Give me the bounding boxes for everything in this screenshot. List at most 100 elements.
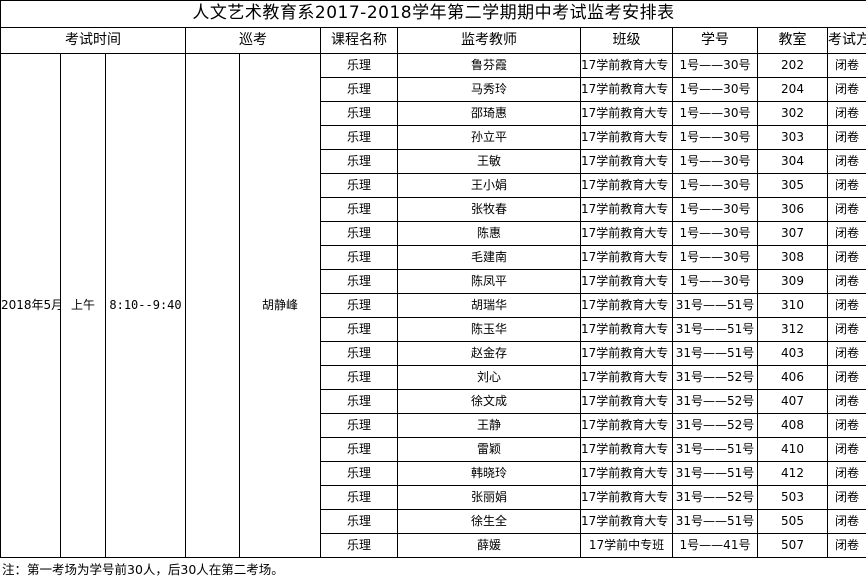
class-cell: 17学前教育大专 (7)班 (三年制) [580, 437, 673, 462]
student-no-cell: 1号——30号 [672, 77, 758, 102]
proctor-cell: 张牧春 [397, 197, 581, 222]
footer-note: 注：第一考场为学号前30人，后30人在第二考场。 [2, 562, 284, 577]
course-cell: 乐理 [320, 125, 398, 150]
course-cell: 乐理 [320, 461, 398, 486]
class-cell: 17学前教育大专 (5)班 (三年制) [580, 149, 673, 174]
room-cell: 202 [757, 53, 828, 78]
student-no-cell: 1号——41号 [672, 533, 758, 558]
column-header-patrol: 巡考 [185, 27, 321, 54]
course-cell: 乐理 [320, 389, 398, 414]
column-header-room: 教室 [757, 27, 828, 54]
student-no-cell: 1号——30号 [672, 269, 758, 294]
course-cell: 乐理 [320, 485, 398, 510]
mode-cell: 闭卷 [826, 341, 866, 366]
student-no-cell: 31号——51号 [672, 341, 758, 366]
mode-cell: 闭卷 [826, 197, 866, 222]
proctor-cell: 邵琦惠 [397, 101, 581, 126]
mode-cell: 闭卷 [826, 245, 866, 270]
proctor-cell: 陈玉华 [397, 317, 581, 342]
room-cell: 303 [757, 125, 828, 150]
proctor-cell: 胡瑞华 [397, 293, 581, 318]
room-cell: 412 [757, 461, 828, 486]
proctor-cell: 韩晓玲 [397, 461, 581, 486]
student-no-cell: 31号——51号 [672, 461, 758, 486]
column-header-exam-time: 考试时间 [0, 27, 186, 54]
room-cell: 505 [757, 509, 828, 534]
patrol-spacer-cell [185, 53, 240, 558]
student-no-cell: 31号——52号 [672, 389, 758, 414]
column-header-course: 课程名称 [320, 27, 398, 54]
class-cell: 17学前教育大专 (9)班 (三年制) [580, 245, 673, 270]
class-cell: 17学前教育大专 (3)班 (三年制) [580, 341, 673, 366]
class-cell: 17学前教育大专 (8)班 (三年制) [580, 221, 673, 246]
room-cell: 307 [757, 221, 828, 246]
room-cell: 507 [757, 533, 828, 558]
class-cell: 17学前教育大专 (1)班 (三年制) [580, 53, 673, 78]
student-no-cell: 1号——30号 [672, 197, 758, 222]
class-cell: 17学前教育大专 (9)班 (三年制) [580, 485, 673, 510]
title-row: 人文艺术教育系2017-2018学年第二学期期中考试监考安排表 [0, 0, 866, 28]
proctor-cell: 赵金存 [397, 341, 581, 366]
student-no-cell: 31号——51号 [672, 437, 758, 462]
course-cell: 乐理 [320, 53, 398, 78]
class-cell: 17学前教育大专 (1)班 (三年制) [580, 293, 673, 318]
mode-cell: 闭卷 [826, 437, 866, 462]
mode-cell: 闭卷 [826, 149, 866, 174]
course-cell: 乐理 [320, 365, 398, 390]
course-cell: 乐理 [320, 149, 398, 174]
mode-cell: 闭卷 [826, 485, 866, 510]
mode-cell: 闭卷 [826, 221, 866, 246]
class-cell: 17学前教育大专 (10)班 (三年制) [580, 509, 673, 534]
proctor-cell: 王敏 [397, 149, 581, 174]
class-cell: 17学前教育大专 (5)班 (三年制) [580, 389, 673, 414]
mode-cell: 闭卷 [826, 125, 866, 150]
course-cell: 乐理 [320, 293, 398, 318]
room-cell: 309 [757, 269, 828, 294]
proctor-cell: 薛媛 [397, 533, 581, 558]
mode-cell: 闭卷 [826, 533, 866, 558]
mode-cell: 闭卷 [826, 53, 866, 78]
course-cell: 乐理 [320, 509, 398, 534]
student-no-cell: 1号——30号 [672, 173, 758, 198]
student-no-cell: 1号——30号 [672, 53, 758, 78]
course-cell: 乐理 [320, 533, 398, 558]
column-header-student-no: 学号 [672, 27, 758, 54]
student-no-cell: 1号——30号 [672, 149, 758, 174]
proctor-cell: 雷颖 [397, 437, 581, 462]
student-no-cell: 1号——30号 [672, 101, 758, 126]
page-title: 人文艺术教育系2017-2018学年第二学期期中考试监考安排表 [0, 0, 866, 28]
mode-cell: 闭卷 [826, 365, 866, 390]
column-header-mode: 考试方式 [826, 27, 866, 54]
course-cell: 乐理 [320, 101, 398, 126]
room-cell: 305 [757, 173, 828, 198]
student-no-cell: 31号——52号 [672, 413, 758, 438]
proctor-cell: 刘心 [397, 365, 581, 390]
course-cell: 乐理 [320, 317, 398, 342]
proctor-cell: 王小娟 [397, 173, 581, 198]
room-cell: 407 [757, 389, 828, 414]
mode-cell: 闭卷 [826, 173, 866, 198]
course-cell: 乐理 [320, 341, 398, 366]
class-cell: 17学前教育大专 (6)班 (三年制) [580, 173, 673, 198]
student-no-cell: 1号——30号 [672, 245, 758, 270]
room-cell: 406 [757, 365, 828, 390]
room-cell: 410 [757, 437, 828, 462]
course-cell: 乐理 [320, 245, 398, 270]
room-cell: 204 [757, 77, 828, 102]
mode-cell: 闭卷 [826, 461, 866, 486]
